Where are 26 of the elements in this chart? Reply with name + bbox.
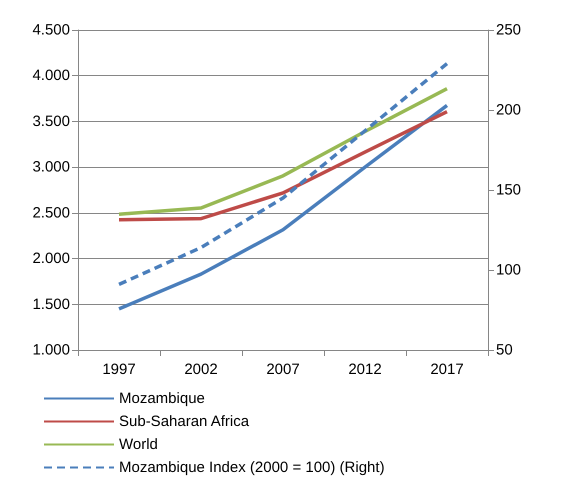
line-series bbox=[117, 86, 449, 216]
line-series bbox=[117, 62, 449, 286]
y-tick-label: 2.000 bbox=[32, 250, 70, 268]
y2-tick-label: 200 bbox=[496, 102, 522, 118]
legend-label: Sub-Saharan Africa bbox=[119, 413, 250, 430]
y-tick-label: 1.000 bbox=[32, 342, 70, 358]
y-tick-label: 1.500 bbox=[32, 296, 70, 313]
y-tick-label: 2.500 bbox=[32, 204, 70, 222]
y2-tick-label: 50 bbox=[496, 342, 513, 358]
line-series bbox=[117, 104, 449, 311]
y2-tick-label: 150 bbox=[496, 182, 522, 198]
y2-tick-label: 250 bbox=[496, 22, 522, 38]
line-series bbox=[117, 110, 449, 222]
x-tick-label: 2012 bbox=[348, 361, 382, 378]
y-tick-label: 4.500 bbox=[32, 22, 70, 38]
legend-label: Mozambique bbox=[119, 390, 205, 407]
x-tick-label: 2017 bbox=[430, 361, 464, 378]
y-tick-label: 3.500 bbox=[32, 112, 70, 130]
y2-tick-label: 100 bbox=[496, 262, 522, 278]
x-tick-label: 2002 bbox=[184, 361, 218, 378]
x-tick-label: 1997 bbox=[102, 361, 136, 378]
y-tick-label: 3.000 bbox=[32, 158, 70, 176]
y-tick-label: 4.000 bbox=[32, 67, 70, 84]
legend-label: Mozambique Index (2000 = 100) (Right) bbox=[119, 459, 385, 476]
legend-label: World bbox=[119, 436, 158, 453]
x-tick-label: 2007 bbox=[266, 361, 300, 378]
